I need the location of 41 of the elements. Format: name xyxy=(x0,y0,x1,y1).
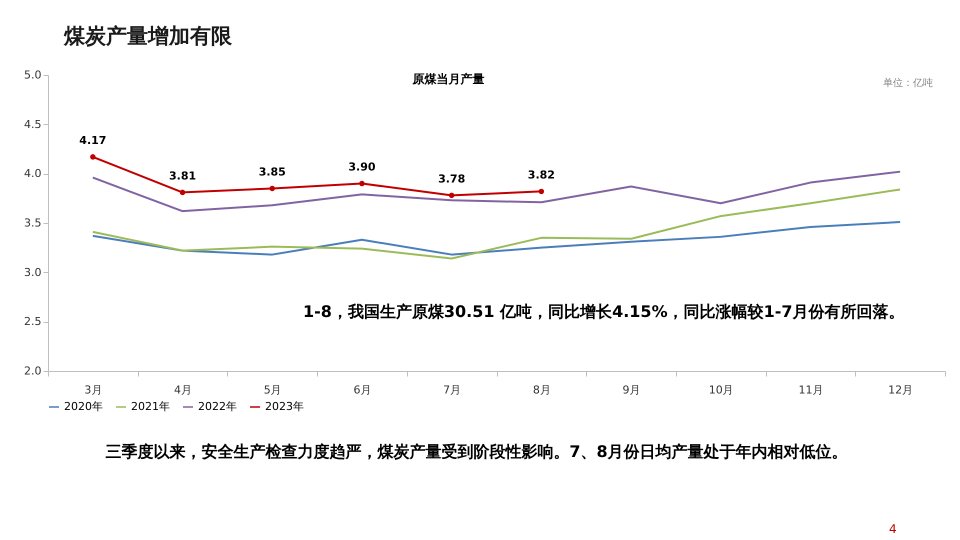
point xyxy=(270,186,275,192)
text: 三季度以来，安全生产检查力度趋严，煤炭产量受到阶段性影响。7、8月份日均产量处于年内相对低位。 xyxy=(105,442,848,461)
legend-label: 2023年 xyxy=(265,400,304,413)
chart-title: 煤炭产量增加有限 xyxy=(63,24,233,48)
x-tick-label: 7月 xyxy=(443,384,462,396)
data-label: 3.81 xyxy=(168,169,196,182)
y-tick-label: 3.5 xyxy=(24,216,42,230)
point xyxy=(359,180,365,186)
legend-label: 2020年 xyxy=(64,400,103,413)
x-tick-label: 12月 xyxy=(888,384,914,396)
x-tick-label: 6月 xyxy=(353,384,372,396)
data-label: 3.82 xyxy=(528,168,555,182)
data-label: 3.90 xyxy=(348,160,376,174)
point xyxy=(538,188,544,194)
x-tick-label: 4月 xyxy=(174,384,192,396)
y-tick-label: 4.0 xyxy=(24,167,42,180)
y-tick-label: 5.0 xyxy=(24,68,42,82)
x-tick-label: 9月 xyxy=(622,384,641,396)
data-label: 4.17 xyxy=(79,134,106,147)
data-label: 3.78 xyxy=(438,172,466,186)
y-tick-label: 4.5 xyxy=(24,118,42,131)
annotation: 1-8，我国生产原煤30.51 亿吨，同比增长4.15%，同比涨幅较1-7月份有所回落。 xyxy=(303,302,904,321)
legend-label: 2022年 xyxy=(198,400,237,413)
line-series xyxy=(92,188,902,260)
y-tick-label: 2.0 xyxy=(24,364,42,378)
text: 4 xyxy=(889,522,897,536)
x-tick-label: 5月 xyxy=(264,384,282,396)
point xyxy=(90,154,96,160)
y-tick-label: 2.5 xyxy=(24,315,42,328)
legend-label: 2021年 xyxy=(131,400,170,413)
data-label: 3.85 xyxy=(258,165,286,178)
x-tick-label: 10月 xyxy=(708,384,734,396)
chart-subtitle: 原煤当月产量 xyxy=(412,72,484,86)
point xyxy=(448,192,454,198)
point xyxy=(180,190,186,196)
x-tick-label: 8月 xyxy=(532,384,551,396)
annotation: 单位：亿吨 xyxy=(883,77,933,89)
y-tick-label: 3.0 xyxy=(24,266,42,279)
x-tick-label: 3月 xyxy=(84,384,102,396)
line-series xyxy=(92,221,902,256)
x-tick-label: 11月 xyxy=(798,384,824,396)
